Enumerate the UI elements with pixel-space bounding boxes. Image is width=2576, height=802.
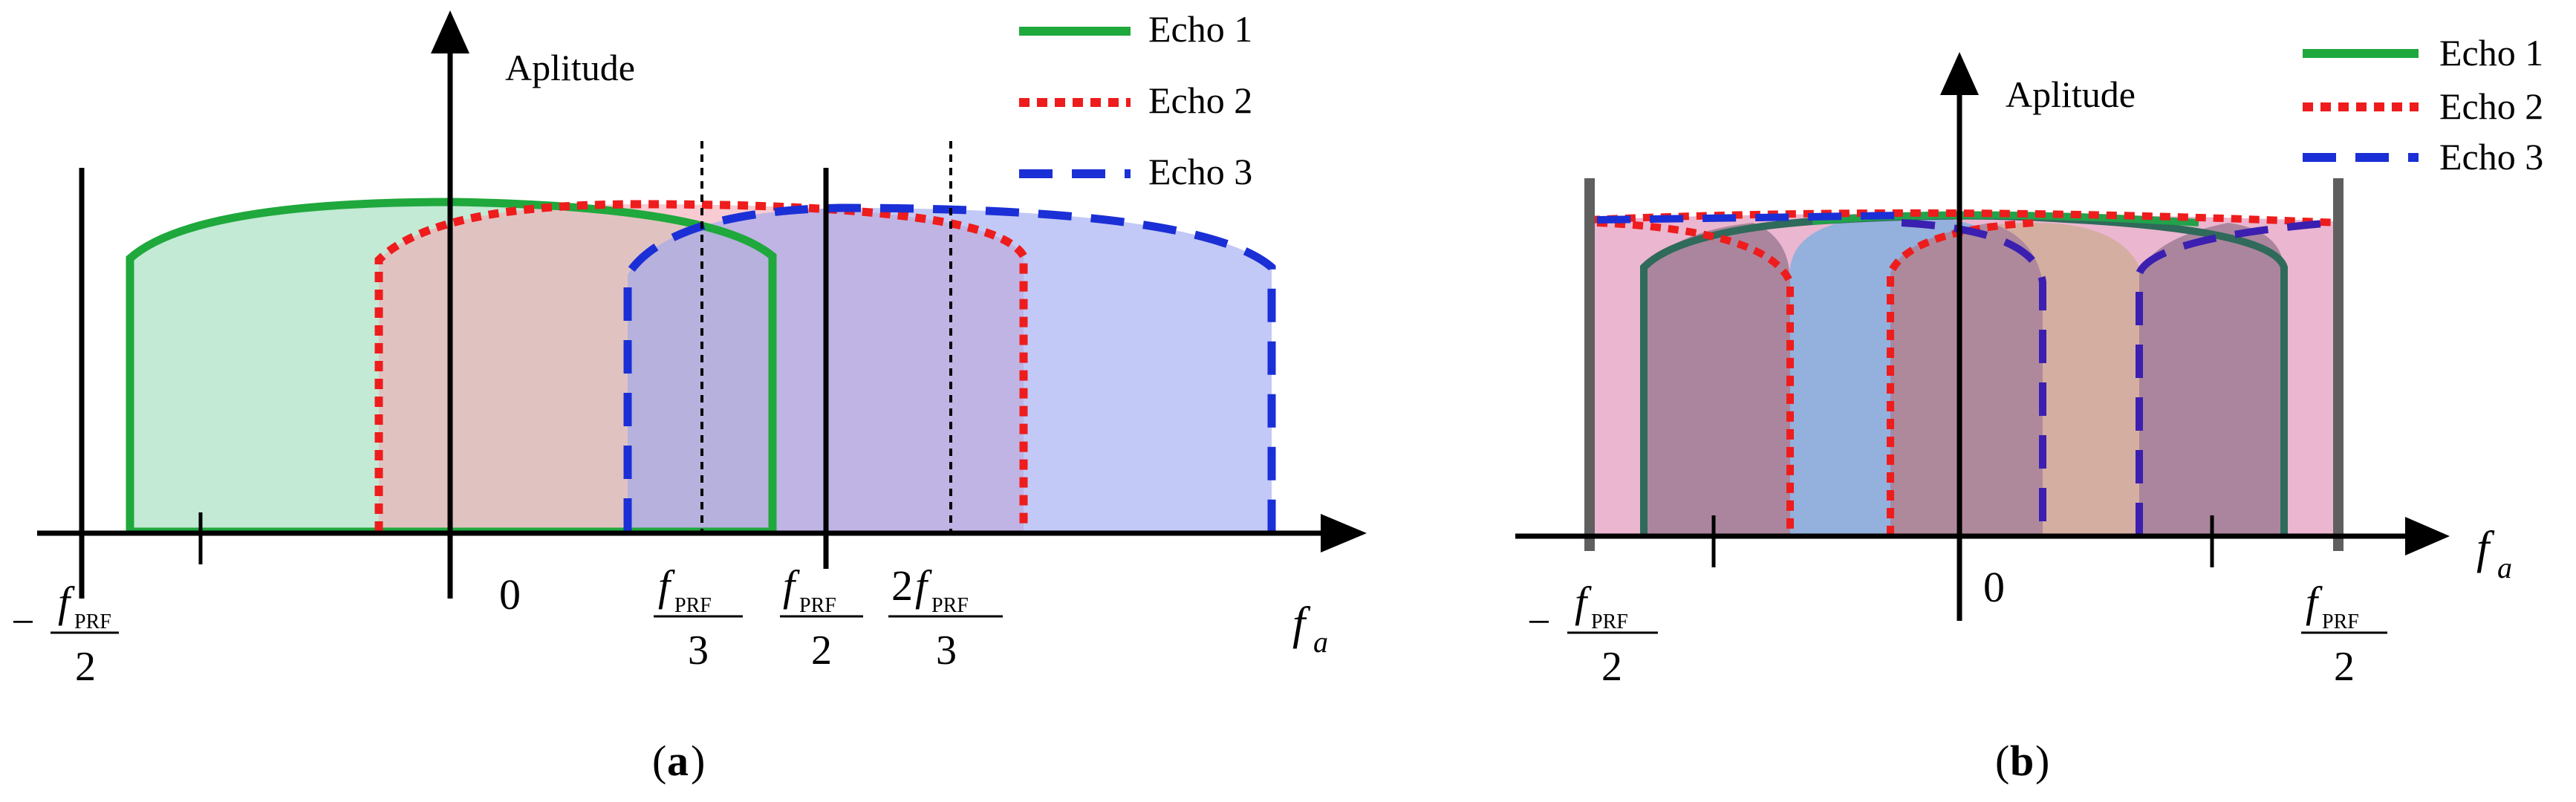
echo2-curve-b-mid <box>1887 219 2036 536</box>
svg-text:PRF: PRF <box>1591 610 1628 633</box>
svg-text:a: a <box>667 737 689 785</box>
legend-a: Echo 1 Echo 2 Echo 3 <box>1019 8 1252 192</box>
svg-text:3: 3 <box>936 627 957 674</box>
svg-text:f: f <box>2476 523 2495 573</box>
zero-label-b: 0 <box>1983 563 2005 611</box>
panel-a: Aplitude f a 0 − f PRF 2 f PRF 3 f PRF 2 <box>11 8 1367 785</box>
caption-a: ( a ) <box>652 737 705 785</box>
svg-text:PRF: PRF <box>674 594 712 617</box>
echo1-fill-b-left <box>1644 223 1790 536</box>
svg-text:Echo 3: Echo 3 <box>2439 136 2543 177</box>
panel-b: Aplitude f a 0 − f PRF 2 f PRF 2 ( b ) <box>1515 32 2543 785</box>
legend-item-echo2-b: Echo 2 <box>2303 85 2543 127</box>
zero-label-a: 0 <box>499 570 521 619</box>
svg-text:f: f <box>1575 578 1592 626</box>
svg-text:2: 2 <box>811 627 832 674</box>
svg-text:a: a <box>2497 551 2512 584</box>
label-2fprf-third-a: 2 f PRF 3 <box>888 561 1003 674</box>
svg-text:3: 3 <box>688 627 709 674</box>
x-axis-label-a: f a <box>1292 599 1328 659</box>
svg-text:−: − <box>1527 599 1551 645</box>
svg-text:(: ( <box>1995 737 2009 785</box>
legend-item-echo2-a: Echo 2 <box>1019 79 1252 121</box>
legend-item-echo3-a: Echo 3 <box>1019 151 1252 192</box>
svg-text:2: 2 <box>1601 644 1622 690</box>
svg-text:Echo 3: Echo 3 <box>1148 151 1252 192</box>
svg-text:2: 2 <box>75 644 96 690</box>
x-axis-arrow-b <box>2405 517 2450 555</box>
svg-text:PRF: PRF <box>931 594 969 617</box>
svg-text:f: f <box>2306 578 2323 626</box>
echo2-curve-b-left <box>1596 219 1794 536</box>
y-axis-arrow-a <box>431 10 469 53</box>
svg-text:f: f <box>783 561 800 610</box>
echo2-curve-b-top <box>1589 209 2339 226</box>
svg-text:): ) <box>691 737 705 785</box>
label-fprf-third-a: f PRF 3 <box>654 561 743 674</box>
echo3-curve-b-mid <box>1901 219 2046 536</box>
y-axis-label-a: Aplitude <box>505 47 635 88</box>
y-axis-arrow-b <box>1940 52 1979 95</box>
echo2-curve-a <box>374 200 1028 532</box>
svg-text:f: f <box>915 561 932 610</box>
echo1-curve-a <box>126 198 777 536</box>
svg-text:(: ( <box>652 737 666 785</box>
label-neg-fprf-half-b: − f PRF 2 <box>1527 578 1658 690</box>
svg-text:Echo 2: Echo 2 <box>1148 79 1252 121</box>
x-axis-label-b: f a <box>2476 523 2512 584</box>
svg-text:PRF: PRF <box>799 594 836 617</box>
svg-text:a: a <box>1313 625 1328 659</box>
y-axis-label-b: Aplitude <box>2006 74 2136 115</box>
svg-text:f: f <box>1292 599 1311 649</box>
caption-b: ( b ) <box>1995 737 2049 785</box>
svg-text:Echo 1: Echo 1 <box>2439 32 2543 74</box>
echo3-curve-a <box>623 203 1276 532</box>
svg-text:Echo 2: Echo 2 <box>2439 85 2543 127</box>
legend-b: Echo 1 Echo 2 Echo 3 <box>2303 32 2543 177</box>
legend-item-echo1-b: Echo 1 <box>2303 32 2543 74</box>
echo1-fill-b-right <box>2139 223 2284 536</box>
svg-text:PRF: PRF <box>74 610 111 633</box>
svg-text:2: 2 <box>2334 644 2355 690</box>
svg-text:): ) <box>2035 737 2049 785</box>
svg-text:PRF: PRF <box>2322 610 2359 633</box>
svg-text:Echo 1: Echo 1 <box>1148 8 1252 50</box>
echo3-curve-b-left <box>1596 212 1902 224</box>
label-fprf-half-a: f PRF 2 <box>780 561 863 674</box>
svg-text:f: f <box>658 561 675 610</box>
legend-item-echo1-a: Echo 1 <box>1019 8 1252 50</box>
svg-text:b: b <box>2010 737 2034 785</box>
x-axis-arrow-a <box>1321 514 1367 552</box>
legend-item-echo3-b: Echo 3 <box>2303 136 2543 177</box>
svg-text:f: f <box>58 578 75 626</box>
echo3-curve-b-right <box>2136 219 2333 536</box>
svg-text:2: 2 <box>891 561 913 610</box>
echo1-fill-b-mid <box>1890 223 2043 536</box>
label-neg-fprf-half-a: − f PRF 2 <box>11 578 119 690</box>
svg-text:−: − <box>11 599 35 645</box>
label-fprf-half-b: f PRF 2 <box>2301 578 2387 690</box>
